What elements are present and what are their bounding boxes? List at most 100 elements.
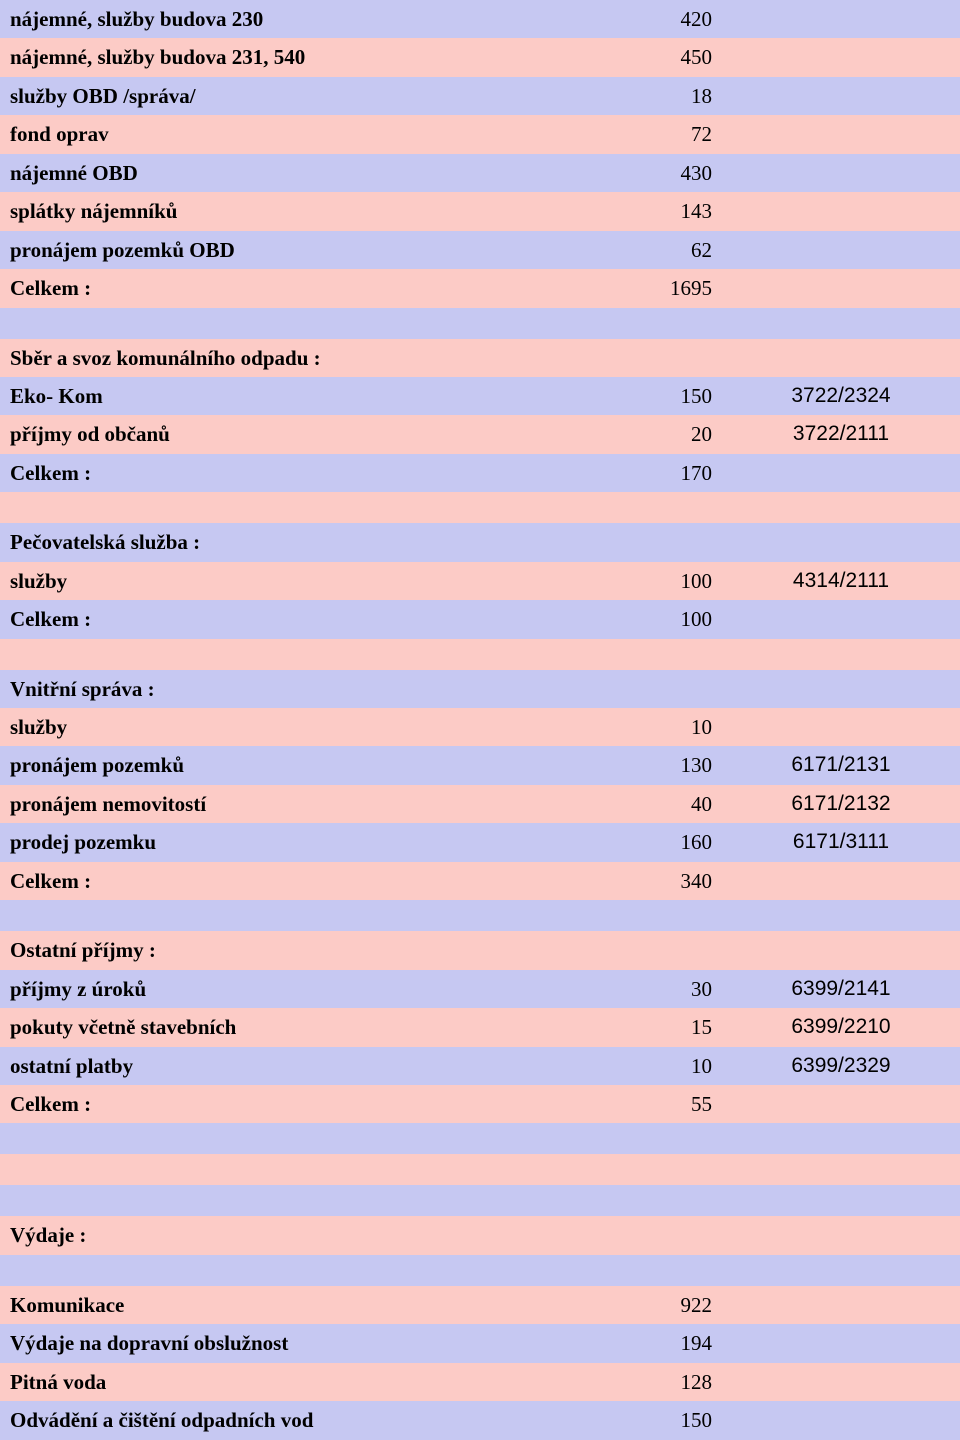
row-value <box>547 308 720 339</box>
row-value: 450 <box>547 38 720 76</box>
row-value <box>547 1216 720 1254</box>
row-code: 6171/3111 <box>720 823 960 861</box>
row-value: 10 <box>547 1047 720 1085</box>
row-value: 15 <box>547 1008 720 1046</box>
row-code <box>720 0 960 38</box>
row-label: Pitná voda <box>0 1363 547 1401</box>
row-code <box>720 231 960 269</box>
table-row: příjmy z úroků306399/2141 <box>0 970 960 1008</box>
row-value: 143 <box>547 192 720 230</box>
budget-table: nájemné, služby budova 230420nájemné, sl… <box>0 0 960 1440</box>
row-code <box>720 931 960 969</box>
table-row: služby1004314/2111 <box>0 562 960 600</box>
table-row: Pitná voda128 <box>0 1363 960 1401</box>
row-value: 128 <box>547 1363 720 1401</box>
row-code: 6399/2141 <box>720 970 960 1008</box>
row-code <box>720 492 960 523</box>
row-label: Pečovatelská služba : <box>0 523 547 561</box>
row-label: Celkem : <box>0 1085 547 1123</box>
row-label: nájemné, služby budova 231, 540 <box>0 38 547 76</box>
row-value: 150 <box>547 1401 720 1439</box>
row-label: nájemné, služby budova 230 <box>0 0 547 38</box>
row-code <box>720 454 960 492</box>
row-label: prodej pozemku <box>0 823 547 861</box>
table-row: Celkem :340 <box>0 862 960 900</box>
row-label: Výdaje : <box>0 1216 547 1254</box>
row-label: Celkem : <box>0 862 547 900</box>
table-row: služby OBD /správa/18 <box>0 77 960 115</box>
table-row: pokuty včetně stavebních156399/2210 <box>0 1008 960 1046</box>
table-row: Odvádění a čištění odpadních vod150 <box>0 1401 960 1439</box>
row-value: 72 <box>547 115 720 153</box>
row-value: 100 <box>547 600 720 638</box>
row-value: 922 <box>547 1286 720 1324</box>
row-code <box>720 1324 960 1362</box>
row-label: Komunikace <box>0 1286 547 1324</box>
row-label: služby <box>0 708 547 746</box>
row-label: Vnitřní správa : <box>0 670 547 708</box>
row-value: 1695 <box>547 269 720 307</box>
table-row <box>0 1123 960 1154</box>
row-value <box>547 670 720 708</box>
row-code <box>720 1363 960 1401</box>
row-label: Odvádění a čištění odpadních vod <box>0 1401 547 1439</box>
row-code <box>720 1286 960 1324</box>
row-code: 3722/2111 <box>720 415 960 453</box>
table-row: pronájem nemovitostí406171/2132 <box>0 785 960 823</box>
table-row: Celkem :100 <box>0 600 960 638</box>
row-label: splátky nájemníků <box>0 192 547 230</box>
table-row: Celkem :55 <box>0 1085 960 1123</box>
row-label <box>0 900 547 931</box>
row-code: 4314/2111 <box>720 562 960 600</box>
row-value: 20 <box>547 415 720 453</box>
row-label <box>0 1154 547 1185</box>
row-code <box>720 339 960 377</box>
row-value <box>547 639 720 670</box>
row-code <box>720 1216 960 1254</box>
row-code <box>720 77 960 115</box>
table-row: splátky nájemníků143 <box>0 192 960 230</box>
table-row: Celkem :1695 <box>0 269 960 307</box>
row-label: pronájem pozemků OBD <box>0 231 547 269</box>
row-value <box>547 1154 720 1185</box>
row-label: Celkem : <box>0 269 547 307</box>
row-code: 6171/2132 <box>720 785 960 823</box>
row-code <box>720 192 960 230</box>
row-label <box>0 1123 547 1154</box>
table-row <box>0 492 960 523</box>
row-code <box>720 1185 960 1216</box>
row-label: Eko- Kom <box>0 377 547 415</box>
row-value <box>547 1123 720 1154</box>
table-row: prodej pozemku1606171/3111 <box>0 823 960 861</box>
table-row: nájemné OBD430 <box>0 154 960 192</box>
table-row: Výdaje na dopravní obslužnost194 <box>0 1324 960 1362</box>
row-label: pokuty včetně stavebních <box>0 1008 547 1046</box>
table-row: Výdaje : <box>0 1216 960 1254</box>
row-label <box>0 1185 547 1216</box>
row-code <box>720 900 960 931</box>
table-row: Komunikace922 <box>0 1286 960 1324</box>
row-value: 55 <box>547 1085 720 1123</box>
row-value <box>547 1185 720 1216</box>
row-label: Sběr a svoz komunálního odpadu : <box>0 339 547 377</box>
row-value <box>547 931 720 969</box>
row-label: Ostatní příjmy : <box>0 931 547 969</box>
table-row: služby10 <box>0 708 960 746</box>
row-code <box>720 1154 960 1185</box>
row-label: fond oprav <box>0 115 547 153</box>
row-label: pronájem pozemků <box>0 746 547 784</box>
row-value: 170 <box>547 454 720 492</box>
row-code <box>720 670 960 708</box>
table-row <box>0 1255 960 1286</box>
table-row <box>0 1185 960 1216</box>
row-value: 340 <box>547 862 720 900</box>
row-value: 30 <box>547 970 720 1008</box>
row-label <box>0 308 547 339</box>
row-label: Výdaje na dopravní obslužnost <box>0 1324 547 1362</box>
table-row: Eko- Kom1503722/2324 <box>0 377 960 415</box>
row-code <box>720 862 960 900</box>
row-value: 150 <box>547 377 720 415</box>
table-row: Sběr a svoz komunálního odpadu : <box>0 339 960 377</box>
row-value: 420 <box>547 0 720 38</box>
row-value: 130 <box>547 746 720 784</box>
